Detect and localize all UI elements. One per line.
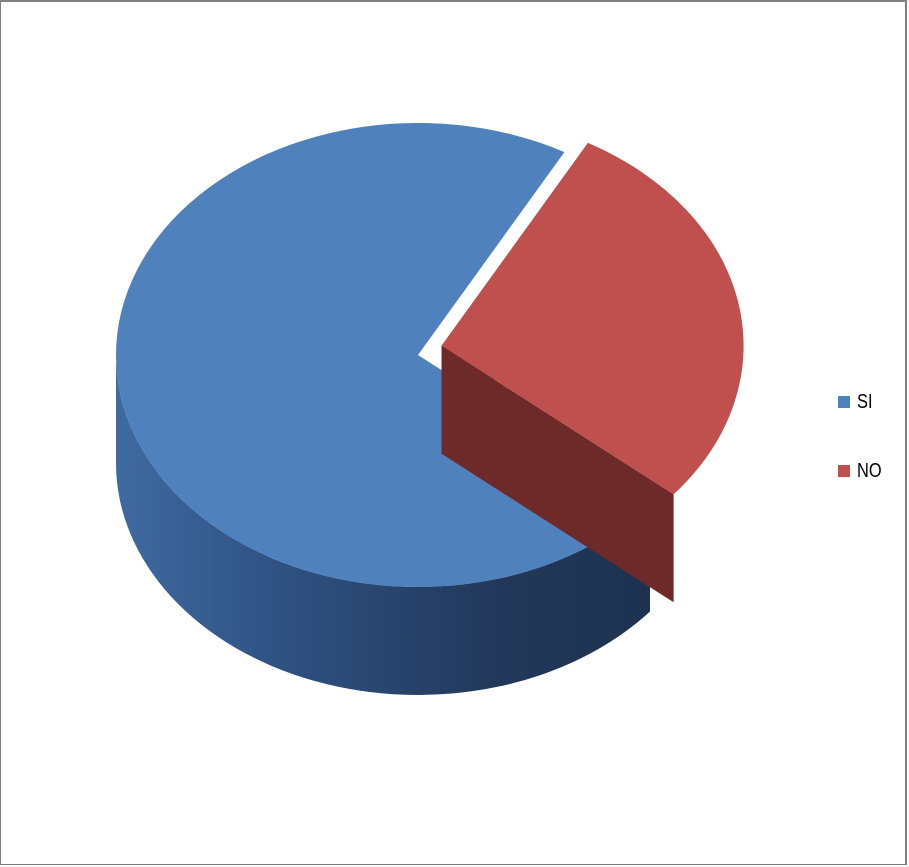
pie-slice-no-wall-right	[441, 345, 674, 603]
legend-label-no: NO	[857, 459, 882, 482]
pie-slice-si-side	[116, 355, 651, 695]
legend-item-no: NO	[838, 459, 887, 483]
pie-slice-no	[441, 142, 744, 495]
legend-swatch-si	[838, 396, 850, 408]
legend-swatch-no	[838, 465, 850, 477]
legend: SI NO	[838, 390, 887, 528]
legend-label-si: SI	[857, 390, 873, 413]
legend-item-si: SI	[838, 390, 887, 414]
